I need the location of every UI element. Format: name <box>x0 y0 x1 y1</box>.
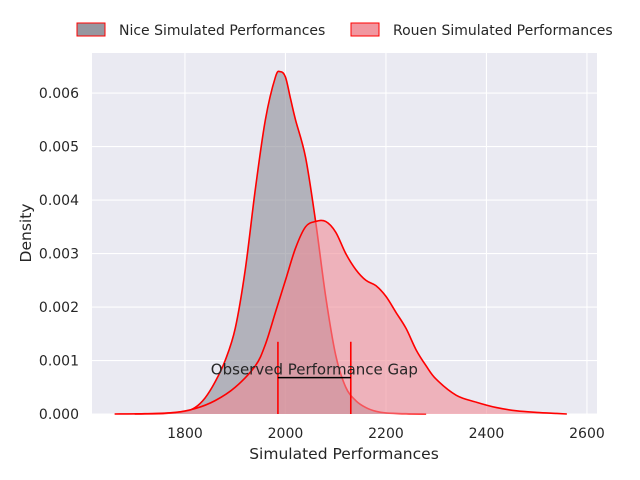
density-series <box>114 70 567 415</box>
y-tick-label: 0.002 <box>39 300 79 316</box>
y-tick-label: 0.004 <box>39 193 79 209</box>
x-tick-label: 2000 <box>268 426 304 442</box>
legend: Nice Simulated Performances Rouen Simulat… <box>76 22 613 39</box>
x-tick-label: 2400 <box>469 426 505 442</box>
y-axis-label: Density <box>17 204 35 263</box>
y-tick-label: 0.006 <box>39 86 79 102</box>
y-tick-label: 0.005 <box>39 140 79 156</box>
y-tick-label: 0.000 <box>39 407 79 423</box>
axis-ticks: 1800 2000 2200 2400 2600 0.000 0.001 0.002 0.003… <box>39 86 605 442</box>
x-tick-label: 2600 <box>569 426 605 442</box>
rouen-legend-swatch <box>350 22 380 37</box>
rouen-legend-label: Rouen Simulated Performances <box>393 23 613 39</box>
y-tick-label: 0.003 <box>39 247 79 263</box>
nice-legend-label: Nice Simulated Performances <box>119 23 325 39</box>
nice-density-area <box>134 71 427 414</box>
x-tick-label: 2200 <box>368 426 404 442</box>
nice-legend-swatch <box>76 22 106 37</box>
rouen-density-line <box>114 219 567 415</box>
x-axis-label: Simulated Performances <box>249 445 439 463</box>
performance-gap-annotation: Observed Performance Gap <box>211 341 418 414</box>
performance-gap-label: Observed Performance Gap <box>211 361 418 379</box>
x-tick-label: 1800 <box>167 426 203 442</box>
y-tick-label: 0.001 <box>39 354 79 370</box>
rouen-density-area <box>114 220 567 414</box>
